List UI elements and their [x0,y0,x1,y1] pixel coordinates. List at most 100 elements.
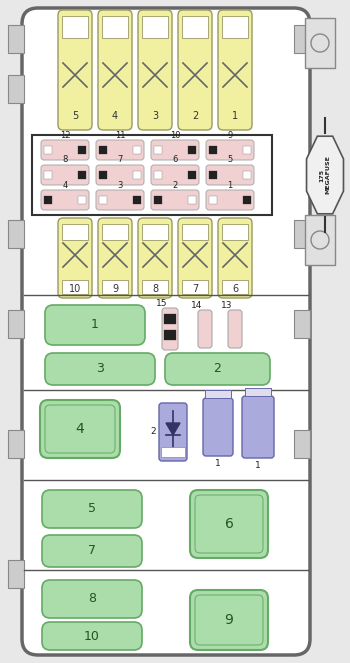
Bar [209,196,217,204]
Bar [154,146,162,154]
Bar [8,220,24,248]
Bar [182,16,208,38]
Text: 13: 13 [221,300,233,310]
Bar [102,16,128,38]
FancyBboxPatch shape [190,590,268,650]
Bar [44,146,52,154]
Text: 5: 5 [228,156,233,164]
FancyBboxPatch shape [41,190,89,210]
Text: 10: 10 [84,629,100,642]
Bar [164,314,176,324]
Text: 10: 10 [170,131,180,139]
FancyBboxPatch shape [195,595,263,645]
FancyBboxPatch shape [159,403,187,461]
Bar [209,171,217,179]
Bar [188,196,196,204]
FancyBboxPatch shape [98,10,132,130]
Bar [62,280,88,294]
Bar [44,196,52,204]
Bar [32,135,272,215]
Bar [78,196,86,204]
Bar [188,171,196,179]
FancyBboxPatch shape [195,495,263,553]
Bar [294,310,310,338]
FancyBboxPatch shape [178,218,212,298]
Bar [102,224,128,240]
Text: 9: 9 [112,284,118,294]
Bar [161,447,185,457]
Text: 3: 3 [96,363,104,375]
Text: 15: 15 [156,298,168,308]
Bar [142,16,168,38]
FancyBboxPatch shape [42,580,142,618]
Bar [8,560,24,588]
FancyBboxPatch shape [41,165,89,185]
FancyBboxPatch shape [45,353,155,385]
Text: 1: 1 [91,318,99,332]
Bar [99,171,107,179]
Bar [294,25,310,53]
FancyBboxPatch shape [151,190,199,210]
Text: 4: 4 [62,180,68,190]
Bar [305,215,335,265]
Bar [44,171,52,179]
FancyBboxPatch shape [96,165,144,185]
FancyBboxPatch shape [242,396,274,458]
Bar [294,430,310,458]
FancyBboxPatch shape [98,218,132,298]
Text: 3: 3 [152,111,158,121]
FancyBboxPatch shape [218,218,252,298]
Text: 1: 1 [228,180,233,190]
FancyBboxPatch shape [206,190,254,210]
Text: 2: 2 [150,428,156,436]
FancyBboxPatch shape [206,140,254,160]
Bar [133,196,141,204]
Text: 9: 9 [228,131,233,139]
Bar [188,146,196,154]
Bar [222,16,248,38]
Bar [164,330,176,340]
Text: 8: 8 [88,593,96,605]
Bar [133,171,141,179]
FancyBboxPatch shape [45,305,145,345]
Text: 1: 1 [232,111,238,121]
Text: 6: 6 [232,284,238,294]
Bar [305,18,335,68]
Bar [133,146,141,154]
Text: 2: 2 [214,363,222,375]
FancyBboxPatch shape [151,165,199,185]
FancyBboxPatch shape [42,622,142,650]
Bar [62,16,88,38]
Text: 5: 5 [88,503,96,516]
Bar [209,146,217,154]
FancyBboxPatch shape [203,398,233,456]
FancyBboxPatch shape [42,535,142,567]
Text: 3: 3 [117,180,123,190]
FancyBboxPatch shape [218,10,252,130]
Bar [245,388,271,396]
Text: 4: 4 [76,422,84,436]
Text: 9: 9 [225,613,233,627]
FancyBboxPatch shape [190,490,268,558]
Bar [182,224,208,240]
FancyBboxPatch shape [42,490,142,528]
FancyBboxPatch shape [58,10,92,130]
FancyBboxPatch shape [165,353,270,385]
Bar [154,196,162,204]
Text: 8: 8 [62,156,68,164]
Bar [102,280,128,294]
FancyBboxPatch shape [206,165,254,185]
Bar [99,146,107,154]
Bar [222,224,248,240]
Text: 7: 7 [192,284,198,294]
Text: 1: 1 [255,461,261,471]
FancyBboxPatch shape [41,140,89,160]
Bar [222,280,248,294]
Bar [78,146,86,154]
Bar [182,280,208,294]
Bar [62,224,88,240]
Text: 6: 6 [172,156,178,164]
Bar [205,390,231,398]
Bar [8,310,24,338]
FancyBboxPatch shape [96,190,144,210]
